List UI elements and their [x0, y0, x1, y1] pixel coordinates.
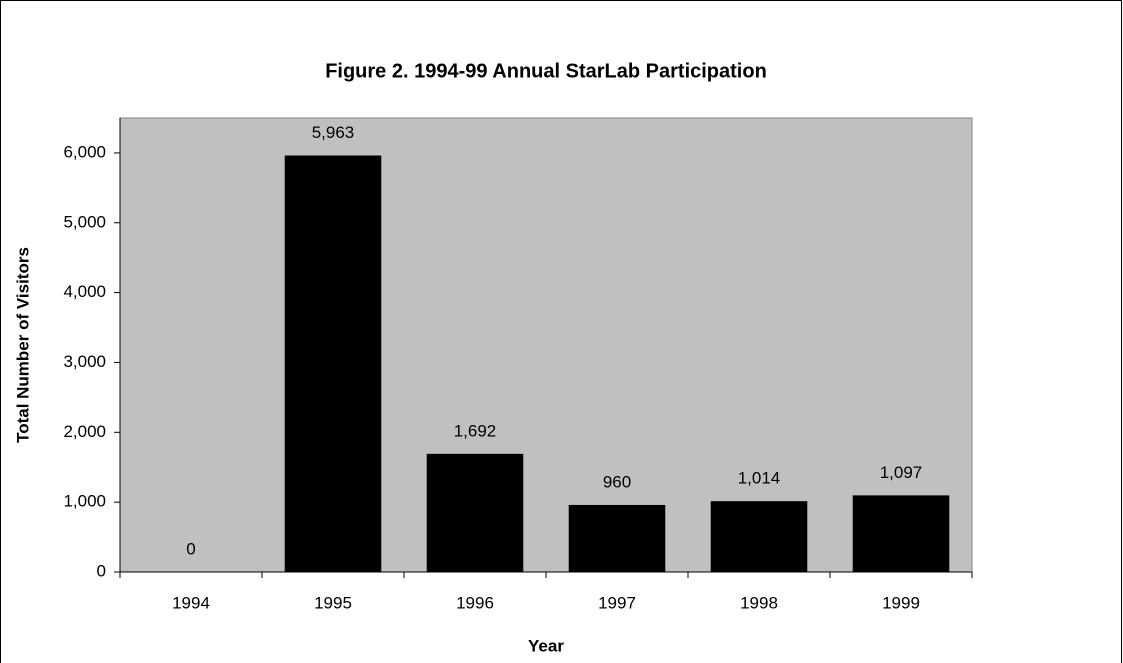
bar: [710, 501, 808, 572]
x-tick-label: 1998: [740, 593, 778, 612]
x-tick-label: 1996: [456, 593, 494, 612]
x-tick-label: 1995: [314, 593, 352, 612]
y-tick-label: 2,000: [63, 422, 106, 441]
y-axis-label: Total Number of Visitors: [13, 247, 32, 443]
x-tick-label: 1999: [882, 593, 920, 612]
data-label: 1,014: [738, 469, 781, 488]
y-tick-label: 4,000: [63, 282, 106, 301]
plot-area: [119, 117, 973, 573]
y-tick-label: 0: [97, 561, 106, 580]
y-tick-label: 3,000: [63, 352, 106, 371]
data-label: 1,097: [880, 463, 923, 482]
data-label: 1,692: [454, 421, 497, 440]
bar: [284, 155, 382, 572]
bar: [568, 504, 666, 572]
bar: [852, 495, 950, 572]
y-tick-label: 1,000: [63, 492, 106, 511]
x-tick-label: 1994: [172, 593, 210, 612]
bar: [426, 453, 524, 572]
data-label: 960: [603, 472, 631, 491]
x-axis-label: Year: [528, 636, 564, 655]
data-label: 0: [186, 539, 195, 558]
chart-title: Figure 2. 1994-99 Annual StarLab Partici…: [325, 60, 767, 82]
y-tick-label: 6,000: [63, 142, 106, 161]
y-tick-label: 5,000: [63, 212, 106, 231]
x-tick-label: 1997: [598, 593, 636, 612]
data-label: 5,963: [312, 123, 355, 142]
